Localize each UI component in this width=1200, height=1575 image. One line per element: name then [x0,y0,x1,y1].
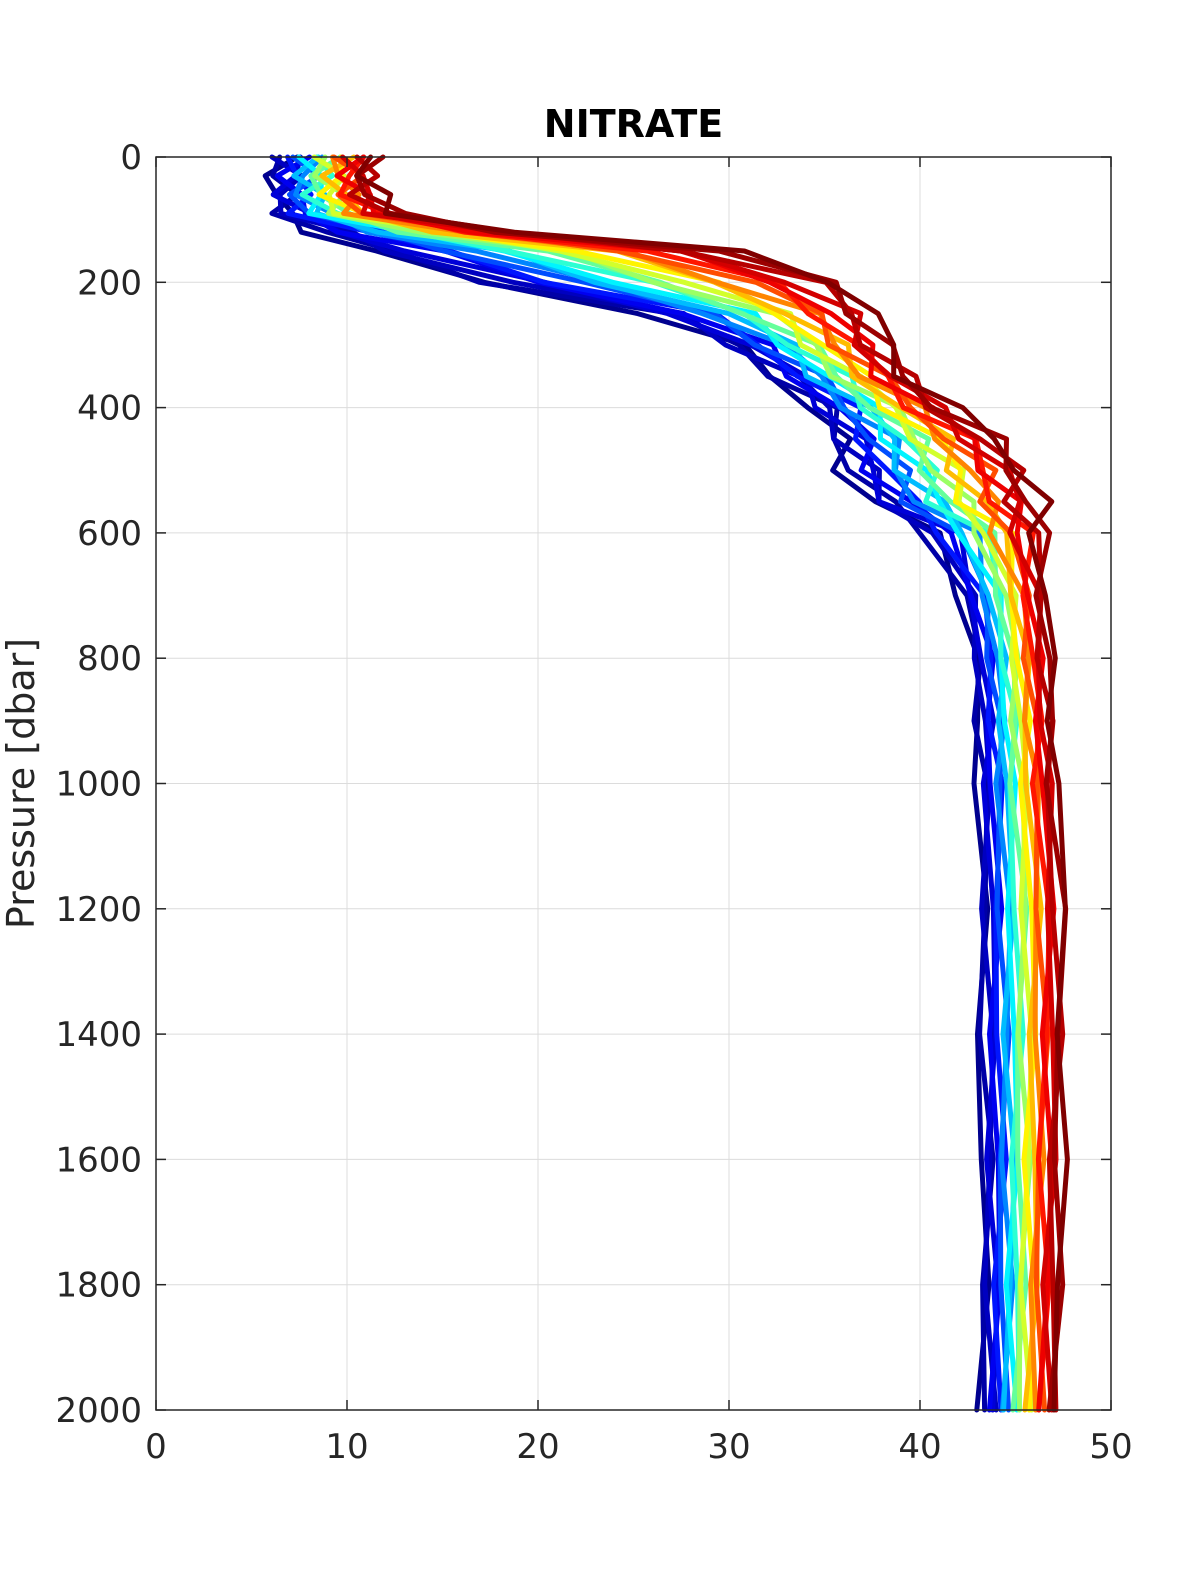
y-tick-label: 0 [120,138,142,178]
y-tick-label: 1800 [55,1266,142,1306]
x-tick-label: 50 [1089,1427,1132,1467]
grid-lines [155,156,1112,1411]
y-tick-label: 1400 [55,1015,142,1055]
profile-line [354,154,1070,1413]
y-tick-label: 200 [77,263,142,303]
y-tick-label: 400 [77,389,142,429]
x-tick-label: 20 [516,1427,559,1467]
profile-line [269,154,999,1413]
x-tick-label: 40 [898,1427,941,1467]
x-tick-label: 30 [707,1427,750,1467]
y-tick-label: 2000 [55,1391,142,1431]
y-tick-label: 1600 [55,1140,142,1180]
x-tick-labels: 0 10 20 30 40 50 [145,1427,1132,1467]
profile-line [291,154,1018,1413]
y-tick-label: 800 [77,639,142,679]
profile-series [262,154,1070,1413]
axis-ticks [155,156,1112,1411]
y-tick-label: 1200 [55,890,142,930]
y-tick-label: 600 [77,514,142,554]
y-axis-title: Pressure [dbar] [0,638,43,929]
y-tick-label: 1000 [55,765,142,805]
chart-title: NITRATE [544,102,723,146]
x-tick-label: 0 [145,1427,167,1467]
y-tick-labels: 0 200 400 600 800 1000 1200 1400 1600 1800 2000 [55,138,142,1431]
x-tick-label: 10 [325,1427,368,1467]
